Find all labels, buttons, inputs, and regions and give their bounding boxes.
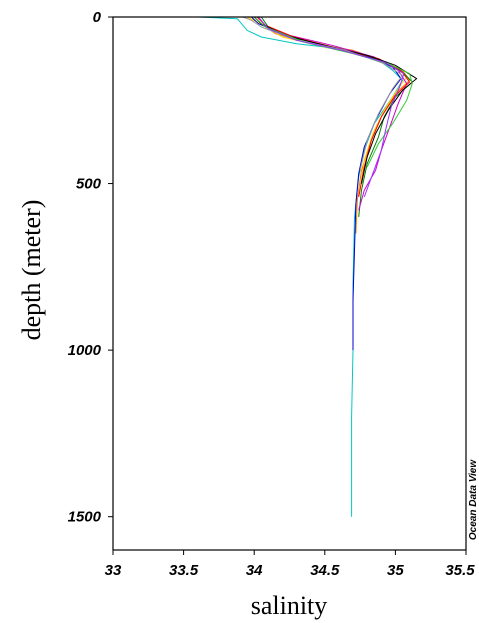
y-tick-label: 500 bbox=[76, 176, 102, 193]
y-tick-label: 0 bbox=[93, 9, 102, 26]
profile-line-9 bbox=[242, 16, 403, 171]
x-tick-label: 34 bbox=[246, 562, 263, 579]
x-tick-label: 33 bbox=[105, 562, 122, 579]
y-axis-ticks: 0 500 1000 1500 bbox=[68, 9, 113, 526]
y-tick-label: 1500 bbox=[68, 509, 102, 526]
profile-line-7 bbox=[256, 16, 410, 197]
profile-line-11 bbox=[258, 16, 405, 198]
x-tick-label: 33.5 bbox=[169, 562, 199, 579]
profile-lines bbox=[197, 16, 418, 517]
x-axis-ticks: 33 33.5 34 34.5 35 35.5 bbox=[105, 550, 475, 579]
x-axis-title: salinity bbox=[251, 591, 328, 620]
y-axis-title: depth (meter) bbox=[17, 200, 46, 341]
profile-line-3 bbox=[246, 16, 408, 191]
profile-line-10 bbox=[253, 16, 413, 168]
x-tick-label: 35.5 bbox=[445, 562, 475, 579]
profile-line-1 bbox=[197, 16, 403, 517]
x-tick-label: 35 bbox=[387, 562, 404, 579]
plot-frame bbox=[112, 16, 467, 551]
x-tick-label: 34.5 bbox=[310, 562, 340, 579]
profile-line-6 bbox=[251, 16, 402, 351]
y-tick-label: 1000 bbox=[68, 342, 102, 359]
credit-label: Ocean Data View bbox=[468, 459, 479, 540]
profile-line-2 bbox=[253, 16, 410, 234]
